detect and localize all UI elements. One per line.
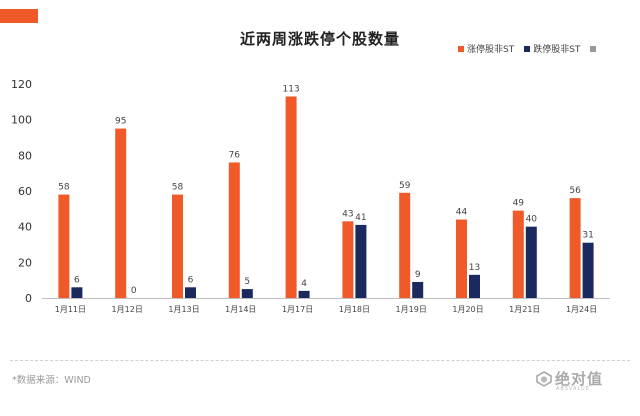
data-label-limit-down: 31	[582, 231, 593, 241]
bar-limit-down	[241, 289, 253, 298]
bar-limit-down	[412, 281, 424, 298]
legend-item-extra	[590, 45, 599, 52]
legend-label-limit-up: 涨停股非ST	[467, 45, 515, 55]
legend-swatch-limit-down	[524, 45, 531, 52]
bar-limit-down	[582, 242, 594, 298]
x-tick-label: 1月19日	[396, 305, 427, 314]
data-label-limit-up: 58	[172, 183, 184, 193]
chart-title: 近两周涨跌停个股数量	[239, 30, 400, 48]
y-tick-label: 120	[11, 78, 32, 91]
bar-limit-up	[228, 162, 240, 298]
x-tick-label: 1月12日	[112, 305, 143, 314]
x-tick-label: 1月24日	[566, 305, 597, 314]
data-label-limit-down: 13	[469, 263, 480, 273]
data-label-limit-up: 49	[513, 199, 525, 209]
data-label-limit-up: 95	[115, 117, 126, 127]
bar-limit-down	[525, 226, 537, 298]
footer-divider	[10, 360, 630, 361]
data-label-limit-down: 4	[301, 279, 307, 289]
data-label-limit-down: 0	[131, 286, 137, 296]
data-label-limit-up: 56	[569, 186, 581, 196]
x-tick-label: 1月21日	[509, 305, 540, 314]
bar-chart: 0204060801001205861月11日9501月12日5861月13日7…	[11, 78, 610, 314]
bar-limit-down	[185, 287, 196, 298]
data-label-limit-up: 59	[399, 181, 411, 191]
legend-swatch-extra	[590, 45, 597, 52]
data-label-limit-up: 44	[456, 208, 468, 218]
legend-swatch-limit-up	[458, 45, 464, 52]
watermark-text: 绝对值	[555, 370, 604, 388]
x-tick-label: 1月17日	[282, 305, 313, 314]
data-label-limit-down: 41	[355, 213, 366, 223]
watermark-logo: 绝对值 ABSVALUE	[536, 368, 604, 392]
header-accent-bar	[0, 9, 38, 23]
data-label-limit-down: 6	[188, 275, 194, 285]
x-tick-label: 1月14日	[225, 305, 256, 314]
bar-limit-up	[172, 194, 183, 298]
data-label-limit-up: 43	[342, 209, 353, 219]
bar-limit-down	[71, 287, 83, 298]
bar-limit-up	[456, 219, 467, 298]
y-tick-label: 0	[25, 292, 32, 305]
x-tick-label: 1月11日	[55, 305, 86, 314]
bar-limit-up	[569, 198, 581, 298]
bar-limit-up	[58, 194, 70, 298]
x-tick-label: 1月13日	[168, 305, 199, 314]
data-label-limit-down: 9	[415, 270, 421, 280]
bar-limit-up	[342, 221, 354, 298]
y-tick-label: 60	[18, 185, 32, 198]
bar-limit-down	[298, 290, 310, 298]
bar-limit-up	[115, 128, 127, 298]
chart-legend: 涨停股非ST 跌停股非ST	[458, 42, 609, 55]
bar-limit-down	[355, 224, 367, 298]
x-tick-label: 1月18日	[339, 305, 370, 314]
bar-limit-up	[512, 210, 524, 298]
bar-limit-down	[469, 274, 480, 298]
y-tick-label: 20	[18, 256, 32, 269]
legend-item-limit-up: 涨停股非ST	[458, 42, 514, 55]
legend-item-limit-down: 跌停股非ST	[524, 42, 580, 55]
watermark-subtext: ABSVALUE	[556, 386, 590, 392]
data-label-limit-up: 76	[229, 150, 241, 160]
y-tick-label: 100	[11, 114, 32, 127]
y-tick-label: 40	[18, 221, 32, 234]
legend-label-limit-down: 跌停股非ST	[533, 45, 581, 55]
data-label-limit-down: 6	[74, 275, 80, 285]
bar-limit-up	[285, 96, 297, 298]
y-tick-label: 80	[18, 149, 32, 162]
data-label-limit-down: 40	[526, 215, 538, 225]
data-label-limit-up: 113	[283, 84, 300, 94]
data-source-note: *数据来源：WIND	[12, 375, 91, 386]
data-label-limit-down: 5	[244, 277, 250, 287]
x-tick-label: 1月20日	[452, 305, 483, 314]
bar-limit-up	[399, 192, 411, 298]
data-label-limit-up: 58	[58, 183, 70, 193]
logo-icon	[536, 370, 552, 387]
